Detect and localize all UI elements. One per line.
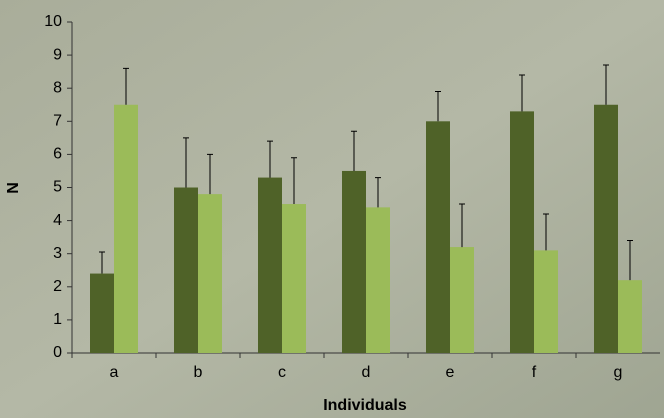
error-bar <box>291 157 297 205</box>
error-bar <box>627 239 633 281</box>
error-bar <box>543 213 549 251</box>
bar <box>114 104 138 353</box>
y-tick-label: 6 <box>53 146 62 163</box>
error-bar <box>267 140 273 178</box>
bar <box>450 247 474 353</box>
error-bar <box>519 74 525 112</box>
error-bar <box>207 153 213 195</box>
error-bar <box>459 203 465 248</box>
x-tick-label: b <box>194 364 203 381</box>
y-tick-label: 7 <box>53 113 62 130</box>
error-bar <box>351 130 357 171</box>
bar <box>510 111 534 354</box>
bar <box>366 207 390 353</box>
bar <box>174 187 198 353</box>
y-tick-label: 8 <box>53 79 62 96</box>
error-bar <box>99 251 105 274</box>
bar <box>426 121 450 353</box>
x-tick-label: c <box>278 364 286 381</box>
y-tick-label: 5 <box>53 179 62 196</box>
y-tick-label: 3 <box>53 245 62 262</box>
x-tick-label: g <box>614 364 623 381</box>
error-bar <box>603 64 609 105</box>
bar <box>90 273 114 353</box>
error-bar <box>183 137 189 188</box>
bar <box>258 177 282 353</box>
x-tick-label: a <box>110 364 119 381</box>
error-bar <box>123 67 129 105</box>
y-tick-label: 9 <box>53 46 62 63</box>
y-tick-label: 10 <box>44 13 62 30</box>
bar <box>282 204 306 353</box>
bar <box>618 280 642 353</box>
y-axis-title: N <box>5 182 22 194</box>
x-tick-label: e <box>446 364 455 381</box>
y-tick-label: 0 <box>53 344 62 361</box>
y-tick-label: 2 <box>53 278 62 295</box>
x-tick-label: d <box>362 364 371 381</box>
error-bar <box>435 91 441 122</box>
bar <box>198 194 222 353</box>
bar <box>342 170 366 353</box>
x-tick-label: f <box>532 364 537 381</box>
y-tick-label: 1 <box>53 311 62 328</box>
y-tick-label: 4 <box>53 212 62 229</box>
x-axis-title: Individuals <box>323 397 407 414</box>
error-bar <box>375 177 381 208</box>
bar <box>534 250 558 353</box>
bar <box>594 104 618 353</box>
